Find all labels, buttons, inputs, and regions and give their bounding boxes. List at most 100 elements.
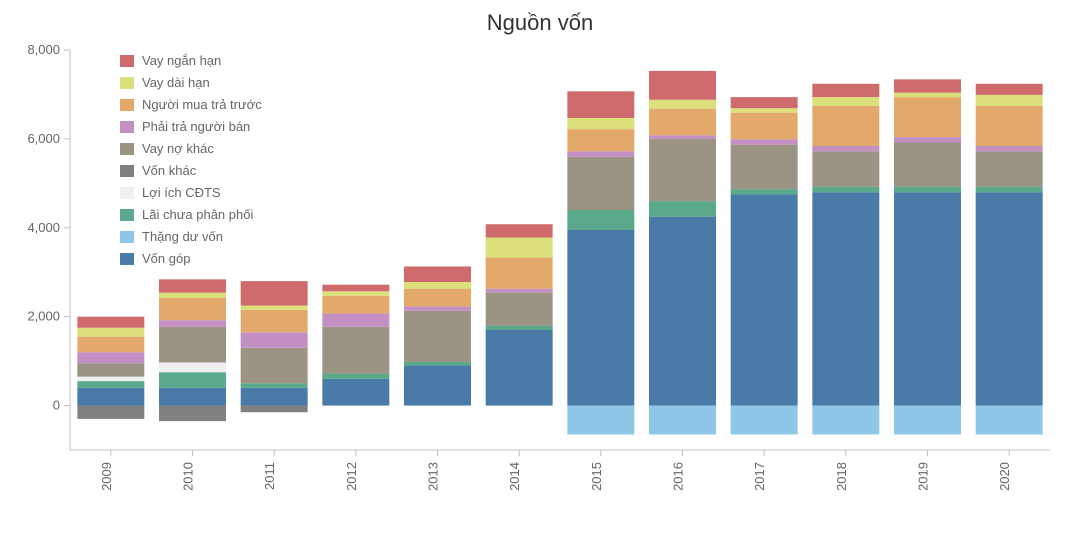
bar-segment-phai_tra_nguoi_ban <box>322 314 389 327</box>
bar-segment-nguoi_mua_tra_truoc <box>731 113 798 140</box>
bar-segment-lai_chua_phan_phoi <box>731 189 798 194</box>
bar-segment-von_khac <box>159 406 226 422</box>
bar-segment-vay_dai_han <box>77 328 144 337</box>
bar-segment-vay_no_khac <box>812 151 879 187</box>
bar-segment-thang_du_von <box>649 406 716 435</box>
bar-segment-vay_dai_han <box>649 100 716 109</box>
legend-swatch-von_khac <box>120 165 134 177</box>
bar-segment-nguoi_mua_tra_truoc <box>812 106 879 146</box>
legend-label-von_gop: Vốn góp <box>142 251 190 266</box>
bar-segment-thang_du_von <box>976 406 1043 435</box>
bar-segment-phai_tra_nguoi_ban <box>976 146 1043 151</box>
bar-segment-lai_chua_phan_phoi <box>812 187 879 192</box>
bar-segment-vay_ngan_han <box>894 79 961 92</box>
legend-label-phai_tra_nguoi_ban: Phải trả người bán <box>142 119 250 134</box>
bar-segment-vay_no_khac <box>649 139 716 201</box>
legend-label-loi_ich_cdts: Lợi ích CĐTS <box>142 185 221 200</box>
bar-segment-vay_no_khac <box>731 145 798 189</box>
x-tick-label: 2012 <box>344 462 359 491</box>
bar-segment-lai_chua_phan_phoi <box>77 381 144 388</box>
bar-segment-vay_dai_han <box>894 93 961 97</box>
x-tick-label: 2015 <box>589 462 604 491</box>
bar-segment-nguoi_mua_tra_truoc <box>404 289 471 307</box>
bar-segment-nguoi_mua_tra_truoc <box>77 337 144 353</box>
bar-segment-lai_chua_phan_phoi <box>404 362 471 366</box>
bar-segment-vay_no_khac <box>976 151 1043 187</box>
bar-segment-von_khac <box>77 406 144 419</box>
chart-canvas: 02,0004,0006,0008,0002009201020112012201… <box>10 10 1070 526</box>
bar-segment-vay_no_khac <box>159 327 226 363</box>
x-tick-label: 2011 <box>262 462 277 490</box>
x-tick-label: 2014 <box>507 462 522 491</box>
bar-segment-vay_ngan_han <box>241 281 308 305</box>
bar-segment-vay_no_khac <box>894 142 961 186</box>
bar-segment-von_gop <box>159 388 226 406</box>
bar-segment-vay_dai_han <box>486 238 553 258</box>
bar-segment-vay_ngan_han <box>567 91 634 118</box>
legend-swatch-phai_tra_nguoi_ban <box>120 121 134 133</box>
bar-segment-von_khac <box>241 406 308 413</box>
bar-segment-von_gop <box>812 192 879 405</box>
legend-swatch-nguoi_mua_tra_truoc <box>120 99 134 111</box>
bar-segment-vay_ngan_han <box>731 97 798 108</box>
bar-segment-phai_tra_nguoi_ban <box>159 320 226 327</box>
bar-segment-vay_ngan_han <box>159 279 226 292</box>
capital-sources-chart: Nguồn vốn 02,0004,0006,0008,000200920102… <box>10 10 1070 526</box>
bar-segment-nguoi_mua_tra_truoc <box>159 298 226 320</box>
y-tick-label: 6,000 <box>27 131 60 146</box>
bar-segment-nguoi_mua_tra_truoc <box>649 109 716 136</box>
bar-segment-vay_ngan_han <box>812 84 879 97</box>
x-tick-label: 2009 <box>99 462 114 491</box>
bar-segment-vay_no_khac <box>567 157 634 210</box>
bar-segment-von_gop <box>976 192 1043 405</box>
bar-segment-vay_ngan_han <box>976 84 1043 95</box>
legend-swatch-von_gop <box>120 253 134 265</box>
bar-segment-vay_ngan_han <box>77 317 144 328</box>
x-tick-label: 2010 <box>181 462 196 491</box>
bar-segment-lai_chua_phan_phoi <box>322 374 389 379</box>
bar-segment-vay_dai_han <box>241 306 308 310</box>
bar-segment-vay_no_khac <box>322 327 389 374</box>
x-tick-label: 2019 <box>916 462 931 491</box>
legend-label-nguoi_mua_tra_truoc: Người mua trả trước <box>142 97 262 112</box>
x-tick-label: 2018 <box>834 462 849 491</box>
bar-segment-vay_dai_han <box>322 291 389 295</box>
bar-segment-von_gop <box>404 366 471 406</box>
bar-segment-vay_dai_han <box>812 97 879 106</box>
bar-segment-loi_ich_cdts <box>159 362 226 372</box>
legend-swatch-loi_ich_cdts <box>120 187 134 199</box>
bar-segment-nguoi_mua_tra_truoc <box>241 310 308 332</box>
x-tick-label: 2016 <box>671 462 686 491</box>
bar-segment-vay_ngan_han <box>486 224 553 237</box>
bar-segment-phai_tra_nguoi_ban <box>894 137 961 142</box>
legend-label-thang_du_von: Thặng dư vốn <box>142 229 223 244</box>
bar-segment-von_gop <box>649 217 716 406</box>
bar-segment-phai_tra_nguoi_ban <box>567 151 634 156</box>
x-tick-label: 2013 <box>426 462 441 491</box>
bar-segment-nguoi_mua_tra_truoc <box>322 296 389 314</box>
bar-segment-von_gop <box>241 388 308 406</box>
bar-segment-nguoi_mua_tra_truoc <box>567 129 634 151</box>
bar-segment-phai_tra_nguoi_ban <box>649 135 716 139</box>
bar-segment-von_gop <box>894 192 961 405</box>
bar-segment-von_gop <box>77 388 144 406</box>
bar-segment-lai_chua_phan_phoi <box>894 187 961 192</box>
bar-segment-vay_dai_han <box>159 293 226 298</box>
bar-segment-nguoi_mua_tra_truoc <box>894 97 961 137</box>
bar-segment-vay_ngan_han <box>322 285 389 292</box>
legend-label-von_khac: Vốn khác <box>142 163 197 178</box>
bar-segment-von_gop <box>322 379 389 406</box>
bar-segment-phai_tra_nguoi_ban <box>731 139 798 144</box>
legend-swatch-vay_no_khac <box>120 143 134 155</box>
legend-label-vay_dai_han: Vay dài hạn <box>142 75 210 90</box>
bar-segment-thang_du_von <box>567 406 634 435</box>
x-tick-label: 2020 <box>997 462 1012 491</box>
bar-segment-phai_tra_nguoi_ban <box>812 146 879 151</box>
bar-segment-vay_dai_han <box>404 282 471 289</box>
y-tick-label: 0 <box>53 398 60 413</box>
bar-segment-lai_chua_phan_phoi <box>567 210 634 230</box>
bar-segment-lai_chua_phan_phoi <box>649 201 716 217</box>
bar-segment-vay_dai_han <box>567 118 634 129</box>
bar-segment-vay_no_khac <box>486 292 553 325</box>
bar-segment-phai_tra_nguoi_ban <box>241 332 308 348</box>
